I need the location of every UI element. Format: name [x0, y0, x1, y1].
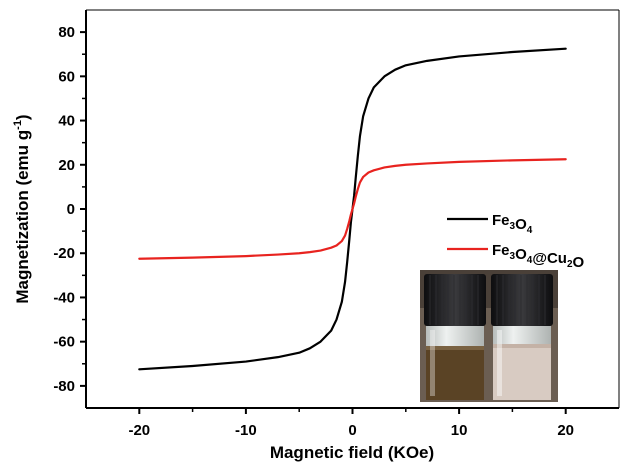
y-tick-label: 0	[67, 201, 75, 218]
y-tick-label: -20	[53, 245, 75, 262]
vial-left	[424, 274, 486, 400]
y-tick-label: -40	[53, 289, 75, 306]
x-tick-label: 0	[348, 422, 356, 439]
y-tick-label: 60	[58, 68, 75, 85]
y-axis-ticks: -80 -60 -40 -20 0 20 40 60 80	[53, 24, 86, 395]
y-axis-label: Magnetization (emu g-1)	[12, 114, 32, 303]
series-layer	[138, 47, 567, 371]
x-axis-label: Magnetic field (KOe)	[270, 443, 434, 462]
y-tick-label: 40	[58, 113, 75, 130]
y-axis-label-sup: -1	[12, 120, 24, 130]
x-tick-label: 20	[557, 422, 574, 439]
legend-label-fe3o4: Fe3O4	[492, 212, 533, 236]
legend-label-fe3o4-cu2o: Fe3O4@Cu2O	[492, 242, 585, 271]
x-tick-label: -10	[235, 422, 257, 439]
y-axis-label-main: Magnetization (emu g	[13, 130, 32, 304]
series-line-1	[138, 158, 567, 260]
y-axis-label-tail: )	[13, 114, 32, 120]
y-tick-label: 20	[58, 157, 75, 174]
two-vials-photo	[420, 270, 558, 402]
y-tick-label: -80	[53, 378, 75, 395]
x-tick-label: 10	[451, 422, 468, 439]
y-tick-label: 80	[58, 24, 75, 41]
vial-right	[491, 274, 553, 400]
y-tick-label: -60	[53, 334, 75, 351]
x-tick-label: -20	[128, 422, 150, 439]
legend: Fe3O4 Fe3O4@Cu2O	[447, 212, 585, 271]
x-axis-ticks: -20 -10 0 10 20	[128, 408, 574, 439]
